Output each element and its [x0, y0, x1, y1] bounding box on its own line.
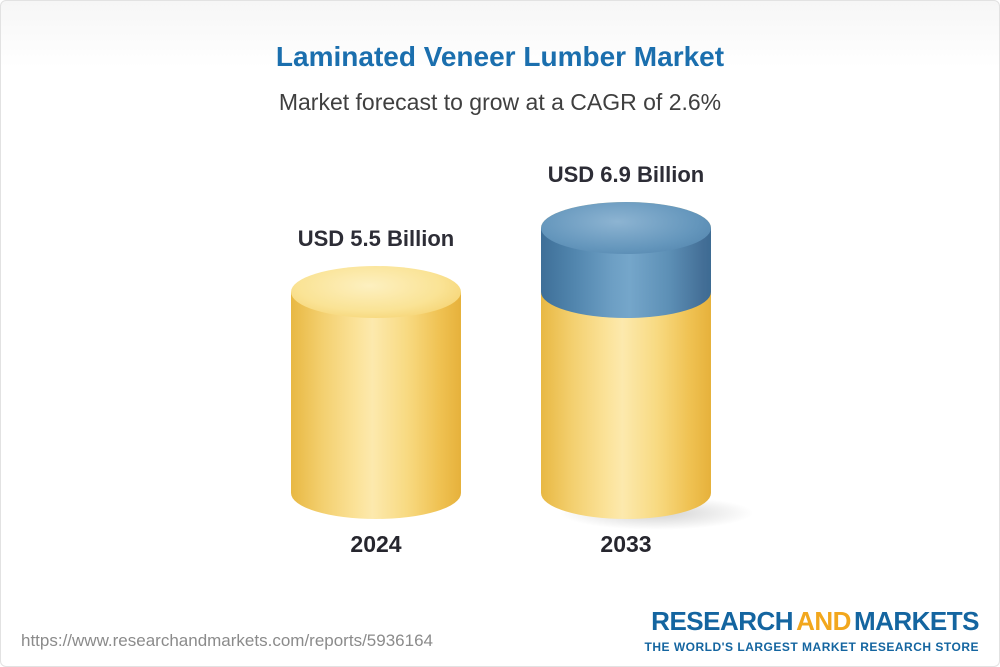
- footer: https://www.researchandmarkets.com/repor…: [1, 606, 999, 654]
- bar-group-2024: USD 5.5 Billion 2024: [291, 226, 461, 557]
- bar-category-label-2024: 2024: [350, 531, 402, 557]
- cylinder-body-yellow: [291, 292, 461, 519]
- logo-wordmark: RESEARCH AND MARKETS: [645, 606, 979, 637]
- chart-subtitle: Market forecast to grow at a CAGR of 2.6…: [278, 89, 722, 115]
- bar-value-label-2033: USD 6.9 Billion: [547, 162, 705, 187]
- cylinder-2033: [541, 202, 754, 530]
- logo-word-research: RESEARCH: [651, 606, 794, 636]
- bar-group-2033: USD 6.9 Billion 2033: [541, 162, 754, 557]
- report-url[interactable]: https://www.researchandmarkets.com/repor…: [21, 631, 433, 650]
- chart-title: Laminated Veneer Lumber Market: [275, 41, 725, 72]
- logo-word-and: AND: [796, 606, 851, 636]
- cylinder-2024: [291, 266, 461, 519]
- researchandmarkets-logo: RESEARCH AND MARKETS THE WORLD'S LARGEST M…: [644, 606, 980, 654]
- logo-word-markets: MARKETS: [853, 606, 980, 636]
- cylinder-top-yellow: [291, 266, 461, 318]
- bar-category-label-2033: 2033: [600, 531, 652, 557]
- cylinder-top-blue: [541, 202, 711, 254]
- cylinder-blue-cap: [541, 202, 711, 318]
- logo-tagline: THE WORLD'S LARGEST MARKET RESEARCH STOR…: [644, 640, 979, 654]
- bar-value-label-2024: USD 5.5 Billion: [297, 226, 455, 251]
